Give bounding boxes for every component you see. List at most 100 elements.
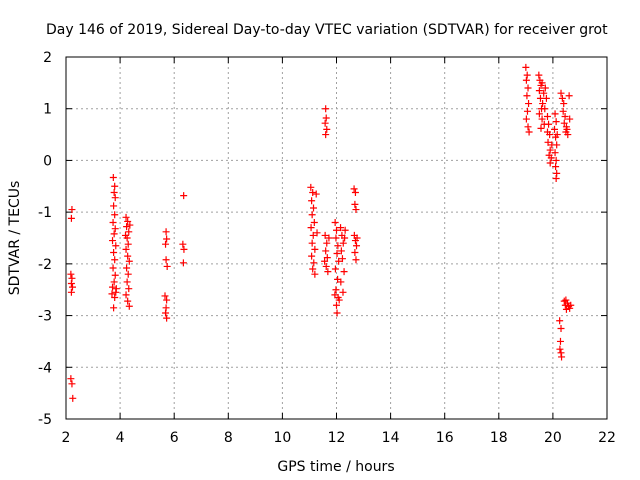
data-point [180, 192, 188, 200]
x-tick-label: 16 [436, 430, 454, 446]
data-point [552, 118, 560, 126]
data-point [180, 245, 188, 253]
data-point [163, 296, 171, 304]
data-point [562, 296, 570, 304]
data-point [161, 292, 169, 300]
data-point [560, 100, 568, 108]
data-point [523, 107, 531, 115]
data-point [333, 250, 341, 258]
x-tick-label: 10 [273, 430, 291, 446]
data-point [109, 237, 117, 245]
data-point [543, 112, 551, 120]
data-point [125, 302, 133, 310]
data-point [111, 225, 119, 233]
data-point [525, 128, 533, 136]
data-point [333, 309, 341, 317]
data-point [351, 248, 359, 256]
data-point [352, 256, 360, 264]
data-point [333, 226, 340, 234]
x-tick-label: 12 [328, 430, 346, 446]
data-point [556, 317, 564, 325]
data-point [67, 214, 75, 222]
data-point [543, 128, 551, 136]
data-point [321, 119, 329, 127]
data-point [338, 255, 346, 263]
ticks [65, 56, 608, 420]
data-point [162, 228, 170, 236]
data-point [108, 290, 116, 298]
data-point [309, 265, 317, 273]
chart-title: Day 146 of 2019, Sidereal Day-to-day VTE… [46, 22, 608, 38]
data-point [333, 301, 340, 309]
y-axis-label: SDTVAR / TECUs [7, 181, 23, 296]
data-point [124, 240, 132, 248]
data-point [537, 124, 545, 132]
data-point [309, 188, 317, 196]
data-point [110, 230, 118, 238]
data-point [68, 206, 76, 214]
data-point [321, 257, 329, 265]
x-tick-label: 22 [598, 430, 616, 446]
y-tick-label: -3 [38, 309, 52, 325]
data-point [321, 231, 329, 239]
y-tick-label: 2 [43, 50, 52, 66]
data-point [567, 301, 575, 309]
data-point [308, 197, 316, 205]
data-point [523, 71, 531, 79]
data-points [67, 63, 575, 402]
x-tick-label: 20 [544, 430, 562, 446]
data-point [563, 125, 571, 133]
data-point [353, 242, 361, 250]
data-point [307, 224, 315, 232]
data-point [307, 183, 315, 191]
data-point [553, 131, 561, 139]
data-point [551, 149, 559, 157]
data-point [67, 288, 75, 296]
data-point [67, 375, 75, 383]
data-point [122, 291, 130, 299]
data-point [350, 185, 358, 193]
data-point [552, 163, 560, 171]
data-point [339, 239, 347, 247]
data-point [123, 264, 131, 272]
data-point [124, 297, 132, 305]
data-point [524, 84, 532, 92]
data-point [341, 226, 349, 234]
data-point [561, 112, 569, 120]
data-point [541, 84, 549, 92]
data-point [353, 234, 361, 242]
data-point [110, 202, 118, 210]
data-point [559, 107, 567, 115]
data-point [111, 194, 119, 202]
data-point [110, 278, 118, 286]
data-point [179, 240, 187, 248]
data-point [125, 257, 133, 265]
data-point [163, 235, 171, 243]
data-point [539, 100, 547, 108]
data-point [523, 92, 531, 100]
data-point [110, 304, 118, 312]
data-point [67, 270, 75, 278]
data-point [547, 154, 555, 162]
data-point [109, 283, 117, 291]
data-point [308, 211, 316, 219]
data-point [124, 217, 132, 225]
x-tick-label: 4 [116, 430, 125, 446]
data-point [546, 146, 554, 154]
data-point [335, 296, 343, 304]
data-point [322, 105, 330, 113]
data-point [111, 211, 119, 219]
data-point [109, 218, 117, 226]
data-point [535, 87, 543, 95]
data-point [124, 252, 132, 260]
data-point [68, 380, 76, 388]
x-tick-label: 2 [62, 430, 71, 446]
data-point [525, 100, 533, 108]
data-point [313, 229, 321, 237]
data-point [337, 224, 345, 232]
data-point [111, 182, 119, 190]
data-point [310, 218, 318, 226]
data-point [122, 245, 130, 253]
x-tick-label: 8 [224, 430, 233, 446]
data-point [566, 304, 574, 312]
